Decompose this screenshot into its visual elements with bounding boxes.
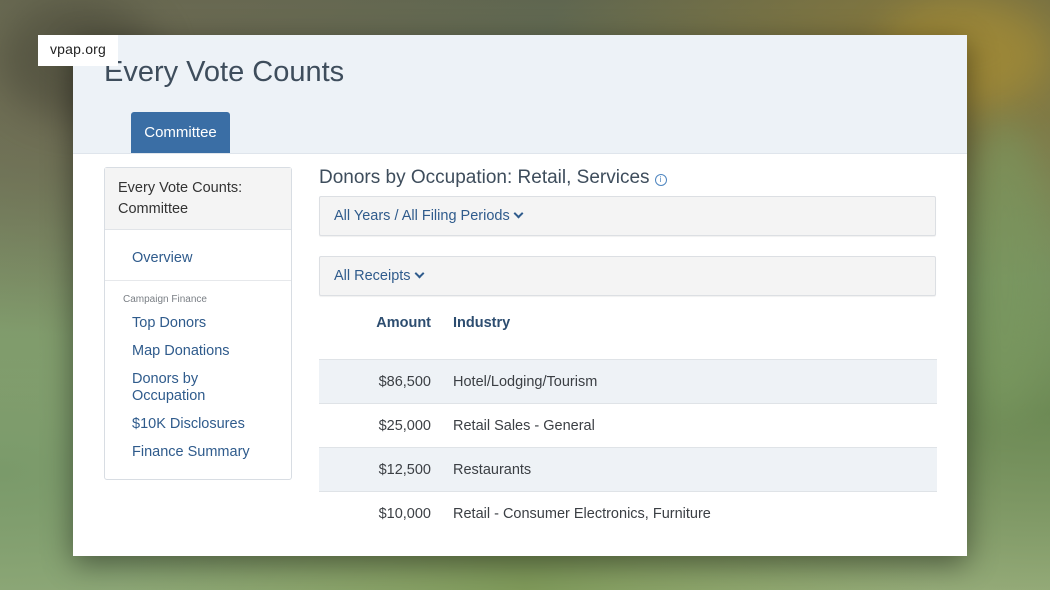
info-icon[interactable]: i — [654, 174, 667, 186]
page-card: Every Vote Counts Committee Every Vote C… — [73, 35, 967, 556]
receipts-filter-label: All Receipts — [334, 268, 411, 284]
amount-cell: $86,500 — [378, 374, 431, 390]
chevron-down-icon — [414, 268, 425, 279]
source-tag: vpap.org — [38, 35, 118, 66]
tab-committee[interactable]: Committee — [131, 112, 230, 153]
amount-cell: $25,000 — [378, 418, 431, 434]
table-row: $25,000 Retail Sales - General — [319, 403, 937, 448]
amount-cell: $10,000 — [378, 506, 431, 522]
table-row: $10,000 Retail - Consumer Electronics, F… — [319, 491, 937, 536]
sidebar-item-map-donations[interactable]: Map Donations — [132, 343, 230, 359]
chevron-down-icon — [513, 208, 524, 219]
page-title: Every Vote Counts — [104, 56, 345, 88]
period-filter-dropdown[interactable]: All Years / All Filing Periods — [319, 196, 936, 236]
column-header-amount[interactable]: Amount — [376, 315, 431, 331]
sidebar-item-overview[interactable]: Overview — [132, 250, 193, 266]
period-filter-label: All Years / All Filing Periods — [334, 208, 510, 224]
divider — [105, 280, 291, 281]
sidebar: Every Vote Counts: Committee Overview Ca… — [104, 167, 292, 480]
table-row: $12,500 Restaurants — [319, 447, 937, 492]
sidebar-item-10k-disclosures[interactable]: $10K Disclosures — [132, 416, 245, 432]
sidebar-item-finance-summary[interactable]: Finance Summary — [132, 444, 250, 460]
industry-cell: Hotel/Lodging/Tourism — [453, 374, 598, 390]
industry-cell: Retail Sales - General — [453, 418, 595, 434]
sidebar-item-donors-by-occupation[interactable]: Donors by Occupation — [132, 371, 206, 404]
sidebar-section-label: Campaign Finance — [123, 294, 207, 305]
background-blur — [960, 120, 1050, 420]
column-header-industry[interactable]: Industry — [453, 315, 511, 331]
sidebar-item-top-donors[interactable]: Top Donors — [132, 315, 207, 331]
section-heading-text: Donors by Occupation: Retail, Services — [319, 167, 650, 188]
table-row: $86,500 Hotel/Lodging/Tourism — [319, 359, 937, 404]
page-header: Every Vote Counts Committee — [73, 35, 967, 154]
industry-cell: Restaurants — [453, 462, 532, 478]
section-heading: Donors by Occupation: Retail, Services i — [319, 167, 667, 189]
receipts-filter-dropdown[interactable]: All Receipts — [319, 256, 936, 296]
amount-cell: $12,500 — [378, 462, 431, 478]
sidebar-entity-title: Every Vote Counts: Committee — [105, 168, 291, 230]
industry-cell: Retail - Consumer Electronics, Furniture — [453, 506, 711, 522]
